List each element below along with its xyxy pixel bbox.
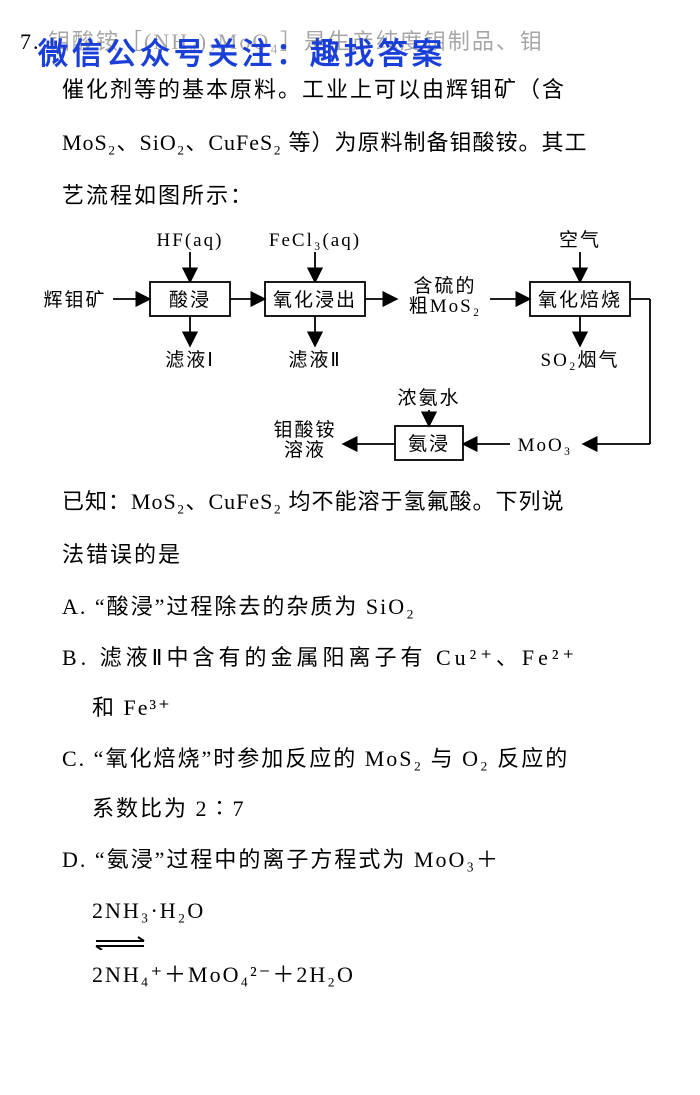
option-d-1: D. “氨浸”过程中的离子方程式为 MoO₃＋ xyxy=(20,835,670,886)
line-3: MoS₂、SiO₂、CuFeS₂ 等）为原料制备钼酸铵。其工 xyxy=(20,117,670,170)
option-c-1: C. “氧化焙烧”时参加反应的 MoS₂ 与 O₂ 反应的 xyxy=(20,734,670,785)
known-line1: 已知：MoS₂、CuFeS₂ 均不能溶于氢氟酸。下列说 xyxy=(20,476,670,529)
option-a: A. “酸浸”过程除去的杂质为 SiO₂ xyxy=(20,582,670,633)
label-prod1: 钼酸铵 xyxy=(273,419,336,441)
label-nh3: 浓氨水 xyxy=(397,387,460,409)
label-hf: HF(aq) xyxy=(157,230,224,251)
label-ore: 辉钼矿 xyxy=(43,289,106,311)
line-4: 艺流程如图所示： xyxy=(20,170,670,223)
known-line2: 法错误的是 xyxy=(20,529,670,582)
label-prod2: 溶液 xyxy=(284,439,326,461)
box-nh3leach: 氨浸 xyxy=(408,433,450,455)
label-filt1: 滤液Ⅰ xyxy=(165,349,215,371)
box-oxleach: 氧化浸出 xyxy=(273,289,357,311)
option-c-2: 系数比为 2∶7 xyxy=(20,784,670,835)
line-1: 7. 钼酸铵［(NH₄)₂MoO₄］是生产纯度钼制品、钼 微信公众号关注：趣找答… xyxy=(20,20,670,64)
equilibrium-icon xyxy=(92,936,148,950)
label-so2: SO₂烟气 xyxy=(541,349,620,371)
option-b-1: B. 滤液Ⅱ中含有的金属阳离子有 Cu²⁺、Fe²⁺ xyxy=(20,633,670,684)
d2-pre: 2NH₃·H₂O xyxy=(92,898,205,923)
question-page: 7. 钼酸铵［(NH₄)₂MoO₄］是生产纯度钼制品、钼 微信公众号关注：趣找答… xyxy=(0,0,700,1021)
label-filt2: 滤液Ⅱ xyxy=(288,349,341,371)
label-crude2: 粗MoS₂ xyxy=(409,295,482,317)
d2-post: 2NH₄⁺＋MoO₄²⁻＋2H₂O xyxy=(92,962,355,987)
label-air: 空气 xyxy=(559,229,601,251)
box-acid: 酸浸 xyxy=(169,289,211,311)
label-fecl3: FeCl₃(aq) xyxy=(269,230,361,251)
label-crude1: 含硫的 xyxy=(413,275,476,297)
watermark: 微信公众号关注：趣找答案 xyxy=(38,25,446,85)
option-d-2: 2NH₃·H₂O 2NH₄⁺＋MoO₄²⁻＋2H₂O xyxy=(20,886,670,1001)
option-b-2: 和 Fe³⁺ xyxy=(20,683,670,734)
flowchart: HF(aq) FeCl₃(aq) 空气 酸浸 氧化浸出 氧化焙烧 辉钼矿 xyxy=(25,226,665,476)
label-moo3: MoO₃ xyxy=(518,435,573,456)
box-roast: 氧化焙烧 xyxy=(538,289,622,311)
